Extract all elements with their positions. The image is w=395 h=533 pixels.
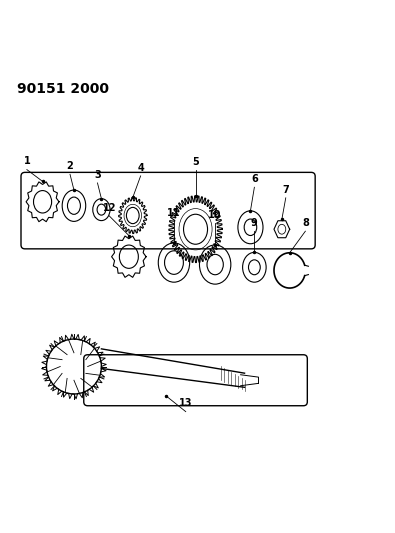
Text: 6: 6 — [251, 174, 258, 184]
Text: 9: 9 — [251, 217, 258, 228]
Text: 13: 13 — [179, 399, 192, 408]
Text: 12: 12 — [102, 203, 116, 213]
Text: 2: 2 — [67, 161, 73, 171]
Text: 8: 8 — [302, 218, 309, 228]
Text: 4: 4 — [137, 163, 144, 173]
Text: 10: 10 — [209, 210, 222, 220]
Text: 3: 3 — [94, 170, 101, 180]
Text: 7: 7 — [282, 185, 289, 195]
Text: 90151 2000: 90151 2000 — [17, 82, 109, 96]
Text: 11: 11 — [167, 208, 181, 218]
Text: 1: 1 — [24, 157, 30, 166]
Text: 5: 5 — [192, 157, 199, 167]
